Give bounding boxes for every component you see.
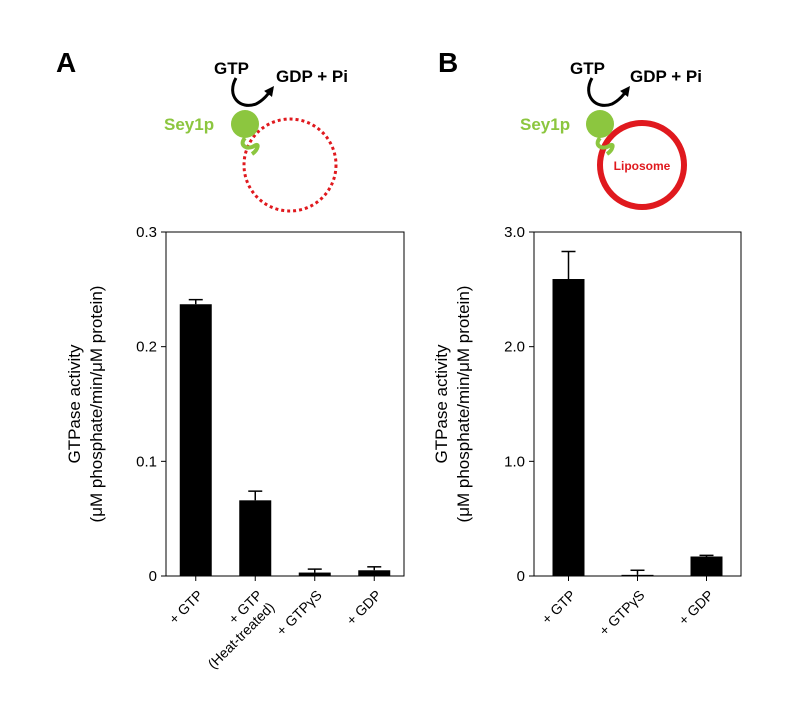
reaction-arrow-a — [231, 77, 274, 107]
sey1p-head-a — [231, 110, 259, 138]
bar-chart-panel-b: 0 1.0 2.0 3.0 GTPase activity (μM phosphate/m… — [432, 224, 742, 639]
products-label-b: GDP + Pi — [630, 67, 702, 86]
products-label-a: GDP + Pi — [276, 67, 348, 86]
bar-b — [621, 574, 654, 576]
y-tick-label-b: 3.0 — [504, 224, 525, 241]
dotted-membrane-a — [242, 117, 338, 213]
bar-a — [358, 570, 391, 576]
sey1p-anchor-b — [595, 136, 615, 156]
schematic-panel-a: A GTP GDP + Pi Sey1p — [56, 47, 348, 213]
y-tick-label-a: 0.1 — [136, 453, 157, 470]
protein-label-b: Sey1p — [520, 115, 570, 134]
bar-a — [298, 572, 331, 576]
y-axis-label-a: GTPase activity — [65, 344, 84, 464]
reaction-arrow-b — [587, 77, 630, 107]
y-tick-label-a: 0 — [149, 568, 157, 585]
category-label-b: + GDP — [675, 587, 716, 628]
panel-letter-b: B — [438, 47, 458, 78]
bar-a — [239, 500, 272, 576]
y-tick-label-a: 0.2 — [136, 339, 157, 356]
y-axis-label-b: (μM phosphate/min/μM protein) — [454, 286, 473, 523]
bar-chart-panel-a: 0 0.1 0.2 0.3 GTPase activity (μM phosphate/m… — [65, 224, 405, 672]
bar-a — [179, 304, 212, 576]
sey1p-anchor-a — [240, 136, 260, 156]
sey1p-head-b — [586, 110, 614, 138]
liposome-label-b: Liposome — [614, 159, 671, 173]
plot-frame-a — [165, 231, 405, 577]
y-tick-label-b: 0 — [517, 568, 525, 585]
substrate-label-a: GTP — [214, 59, 249, 78]
category-label-a: + GTPγS — [273, 587, 325, 639]
category-label-a: + GDP — [343, 587, 384, 628]
category-label-b: + GTPγS — [596, 587, 648, 639]
category-label-b: + GTP — [538, 587, 578, 627]
schematic-panel-b: B GTP GDP + Pi Liposome Sey1p — [438, 47, 702, 210]
y-tick-label-b: 1.0 — [504, 453, 525, 470]
y-tick-label-a: 0.3 — [136, 224, 157, 241]
substrate-label-b: GTP — [570, 59, 605, 78]
bar-b — [690, 556, 723, 576]
panel-letter-a: A — [56, 47, 76, 78]
y-axis-label-a: (μM phosphate/min/μM protein) — [87, 286, 106, 523]
category-label-a: + GTP(Heat-treated) — [192, 587, 277, 672]
bar-b — [552, 279, 585, 576]
liposome-membrane-b — [597, 120, 687, 210]
y-tick-label-b: 2.0 — [504, 339, 525, 356]
category-label-a: + GTP — [166, 587, 206, 627]
protein-label-a: Sey1p — [164, 115, 214, 134]
y-axis-label-b: GTPase activity — [432, 344, 451, 464]
